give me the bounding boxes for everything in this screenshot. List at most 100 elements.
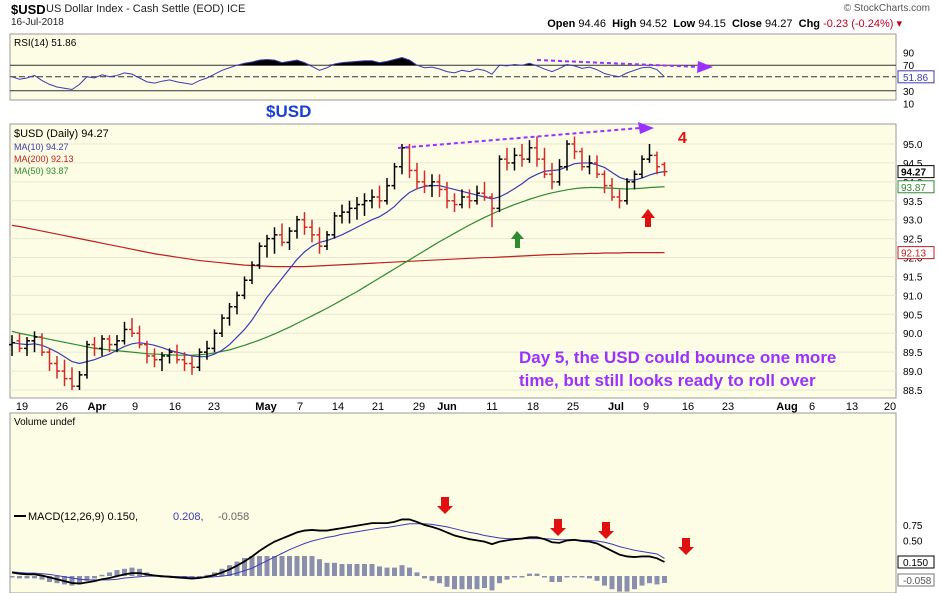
ma50-line	[11, 186, 665, 356]
ohlc-readout: Open 94.46 High 94.52 Low 94.15 Close 94…	[547, 17, 902, 30]
ohlc-bar	[54, 355, 60, 379]
ohlc-bar	[316, 227, 323, 254]
macd-hist-bar	[264, 556, 270, 576]
ohlc-bar	[504, 147, 510, 171]
x-tick-label: 26	[56, 401, 68, 413]
macd-hist-bar	[69, 576, 75, 586]
low-value: 94.15	[698, 18, 726, 30]
rsi-line	[11, 56, 665, 91]
macd-hist-bar	[549, 576, 555, 582]
ohlc-bar	[129, 318, 135, 338]
rsi-annotation-line	[536, 59, 701, 68]
macd-hist-bar	[399, 565, 405, 576]
macd-hist-bar	[332, 562, 337, 576]
ohlc-bar	[556, 159, 563, 186]
ohlc-bar	[579, 147, 585, 171]
macd-hist-bar	[617, 576, 622, 592]
ohlc-bar	[564, 140, 570, 171]
ohlc-bar	[511, 147, 518, 171]
x-tick-label: 18	[527, 401, 539, 413]
macd-hist-bar	[564, 576, 570, 578]
macd-hist-bar	[317, 559, 322, 576]
price-badge: 92.13	[897, 246, 935, 260]
ohlc-bar	[91, 337, 98, 356]
macd-hist-bar	[77, 576, 82, 585]
ohlc-bar	[639, 155, 645, 179]
x-tick-label: Apr	[88, 401, 108, 413]
macd-hist-bar	[347, 564, 352, 576]
ma10-legend: MA(10) 94.27	[14, 142, 69, 152]
ohlc-bar	[339, 204, 345, 224]
close-value: 94.27	[764, 18, 793, 30]
ohlc-bar	[189, 355, 195, 375]
down-triangle-icon: ▾	[896, 18, 902, 30]
x-tick-label: 9	[643, 401, 649, 413]
close-label: Close	[731, 18, 762, 30]
macd-hist-bar	[114, 570, 120, 576]
macd-hist-bar	[512, 576, 517, 578]
ohlc-bar	[241, 276, 248, 300]
ohlc-bar	[196, 348, 203, 372]
ohlc-bar	[159, 352, 165, 372]
price-tick-label: 90.0	[903, 329, 923, 340]
high-label: High	[612, 18, 637, 30]
ohlc-bar	[84, 340, 90, 379]
macd-hist-bar	[392, 567, 397, 576]
macd-hist-bar	[302, 556, 307, 576]
macd-hist-bar	[129, 567, 135, 576]
macd-label-a: MACD(12,26,9) 0.150,	[28, 511, 138, 523]
macd-hist-bar	[437, 576, 442, 584]
trend-annotation-line	[397, 127, 641, 149]
macd-hist-bar	[504, 576, 510, 580]
macd-hist-bar	[122, 568, 127, 576]
macd-arrows	[437, 497, 694, 555]
macd-hist-bar	[542, 576, 547, 578]
rsi-tick-label: 90	[903, 48, 915, 59]
ohlc-bar	[309, 219, 315, 243]
ohlc-bar	[549, 162, 555, 190]
macd-hist-bar	[572, 576, 577, 578]
ohlc-bar	[61, 359, 68, 387]
x-tick-label: Jun	[437, 401, 457, 413]
macd-label-c: -0.058	[218, 511, 249, 523]
price-tick-label: 92.5	[903, 235, 923, 246]
ohlc-bar	[571, 136, 578, 160]
ohlc-bar	[646, 144, 653, 163]
ohlc-bar	[369, 189, 375, 209]
symbol-title: $USD	[11, 2, 46, 17]
macd-hist-bar	[489, 576, 495, 591]
macd-hist-bar	[197, 576, 202, 578]
macd-hist-bar	[362, 564, 367, 576]
macd-hist-bar	[557, 576, 562, 582]
price-tick-label: 94.5	[903, 159, 923, 170]
high-value: 94.52	[639, 18, 668, 30]
x-tick-label: 29	[413, 401, 425, 413]
x-tick-label: 7	[297, 401, 303, 413]
count-label: 4	[678, 130, 687, 147]
ohlc-bar	[601, 170, 608, 194]
ohlc-bar	[399, 144, 405, 175]
ohlc-bar	[114, 335, 120, 353]
macd-hist-bar	[17, 576, 22, 579]
ohlc-bar	[331, 212, 338, 239]
annotation-text-line1: Day 5, the USD could bounce one more	[519, 348, 836, 367]
ohlc-bar	[264, 234, 270, 258]
ohlc-bar	[391, 162, 398, 190]
macd-hist-bar	[324, 562, 330, 576]
ohlc-bar	[376, 185, 383, 209]
ohlc-bar	[249, 261, 255, 285]
macd-hist-bar	[257, 556, 262, 576]
ohlc-bar	[226, 302, 233, 326]
x-tick-label: 25	[567, 401, 579, 413]
macd-hist-bar	[602, 576, 607, 586]
macd-hist-bar	[587, 576, 592, 579]
macd-hist-bar	[632, 576, 637, 590]
price-badge: 93.87	[897, 180, 935, 194]
ohlc-bar	[496, 155, 503, 213]
ohlc-bar	[594, 155, 600, 179]
ohlc-bar	[414, 162, 420, 190]
ohlc-bar	[346, 200, 353, 224]
ohlc-bar	[436, 174, 443, 197]
volume-panel-label: Volume undef	[14, 417, 75, 428]
ohlc-bar	[166, 348, 173, 364]
